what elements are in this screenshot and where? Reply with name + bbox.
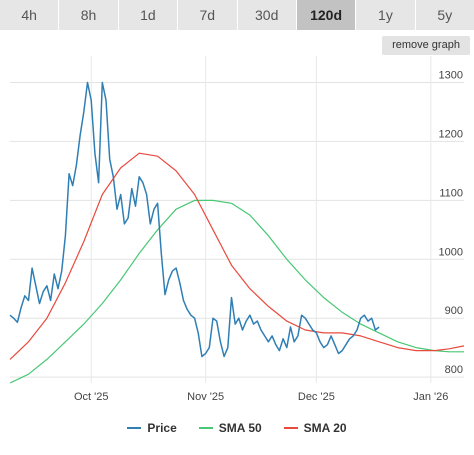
range-button-120d[interactable]: 120d — [296, 0, 357, 30]
chart-legend: Price SMA 50 SMA 20 — [0, 418, 474, 438]
series-line-sma-20 — [9, 152, 465, 360]
range-button-1y[interactable]: 1y — [356, 0, 416, 30]
y-tick-label: 1200 — [439, 128, 463, 140]
legend-label-price: Price — [147, 421, 177, 435]
y-tick-label: 900 — [445, 305, 463, 317]
legend-label-sma20: SMA 20 — [303, 421, 347, 435]
legend-item-price[interactable]: Price — [127, 418, 177, 438]
series-line-price — [9, 81, 380, 358]
range-button-5y[interactable]: 5y — [415, 0, 474, 30]
y-tick-label: 1000 — [439, 246, 463, 258]
series-line-sma-50 — [9, 199, 464, 384]
range-button-4h[interactable]: 4h — [0, 0, 60, 30]
legend-label-sma50: SMA 50 — [218, 421, 262, 435]
x-tick-label: Oct '25 — [74, 391, 109, 403]
time-range-selector: 4h 8h 1d 7d 30d 120d 1y 5y — [0, 0, 474, 30]
x-tick-label: Nov '25 — [187, 391, 224, 403]
y-tick-label: 1300 — [439, 70, 463, 82]
range-button-7d[interactable]: 7d — [178, 0, 238, 30]
price-chart: 800 900 1000 1100 1200 1300 Oct '25 Nov '25 Dec … — [9, 56, 465, 403]
remove-graph-button[interactable]: remove graph — [382, 36, 470, 55]
y-tick-label: 1100 — [439, 187, 463, 199]
legend-swatch-price — [127, 427, 142, 429]
legend-item-sma50[interactable]: SMA 50 — [198, 418, 262, 438]
range-button-30d[interactable]: 30d — [237, 0, 297, 30]
x-tick-label: Dec '25 — [298, 391, 335, 403]
legend-swatch-sma50 — [198, 427, 213, 429]
legend-swatch-sma20 — [283, 427, 298, 429]
legend-item-sma20[interactable]: SMA 20 — [283, 418, 347, 438]
range-button-1d[interactable]: 1d — [118, 0, 179, 30]
x-tick-label: Jan '26 — [413, 391, 448, 403]
range-button-8h[interactable]: 8h — [59, 0, 119, 30]
y-tick-label: 800 — [445, 364, 463, 376]
